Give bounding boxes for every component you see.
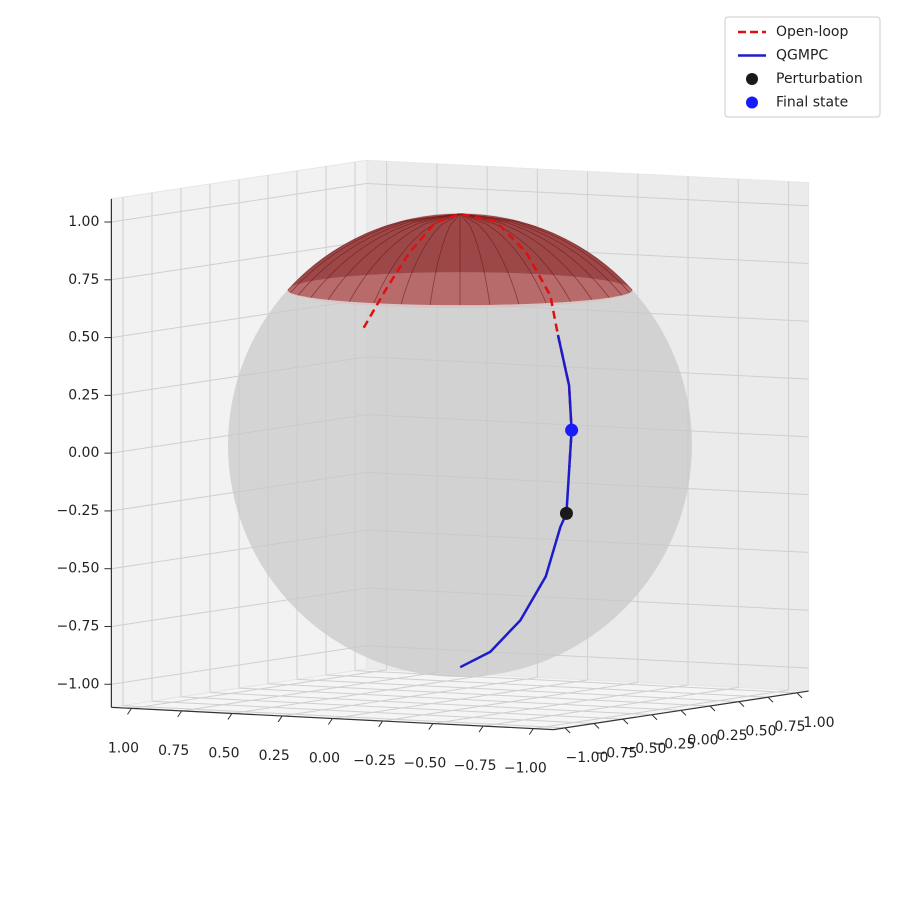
y-tick-label: −0.25	[653, 737, 696, 753]
x-tick-label: 0.50	[208, 745, 239, 761]
grid-line	[238, 687, 682, 711]
x-tick-label: 0.00	[309, 750, 340, 766]
legend-marker	[746, 73, 758, 85]
z-tick-label: 0.25	[68, 387, 99, 403]
legend-box	[724, 16, 881, 118]
x-tick	[528, 728, 534, 735]
cap-meridian	[459, 213, 547, 304]
legend-marker	[746, 96, 758, 109]
cap-meridian	[348, 213, 461, 302]
cap-meridian	[459, 213, 630, 294]
cap-meridian	[459, 213, 491, 305]
marker	[559, 506, 573, 520]
grid-line	[325, 674, 769, 698]
cap-meridian	[287, 213, 461, 291]
y-tick	[680, 709, 687, 716]
cap-meridian	[310, 213, 461, 298]
cap-meridian	[459, 213, 633, 291]
y-tick	[593, 723, 600, 729]
z-tick-label: 0.00	[68, 445, 99, 461]
z-tick-label: −0.50	[56, 561, 99, 577]
grid-line	[111, 183, 367, 223]
axis-line	[111, 706, 554, 731]
y-tick-label: 0.25	[716, 728, 747, 744]
y-tick	[796, 692, 803, 699]
legend-label: Perturbation	[776, 71, 863, 87]
y-tick	[767, 696, 774, 703]
y-tick	[738, 701, 745, 707]
cap-meridian	[297, 213, 461, 296]
grid-line	[296, 678, 740, 703]
x-tick-label: −1.00	[504, 761, 547, 777]
x-tick-label: −0.75	[454, 758, 497, 774]
grid-line	[180, 696, 624, 720]
z-tick-label: −0.25	[56, 503, 99, 519]
cap-meridian	[459, 213, 610, 298]
y-tick	[622, 718, 629, 725]
cap-meridian	[459, 213, 623, 296]
cap-meridian	[429, 213, 461, 305]
marker	[565, 423, 579, 437]
grid-line	[209, 691, 653, 716]
grid-line	[366, 183, 809, 207]
sphere	[228, 213, 692, 677]
x-tick	[327, 718, 333, 725]
grid-line	[111, 645, 367, 685]
y-tick	[651, 714, 658, 721]
z-tick-label: 0.50	[68, 330, 99, 346]
x-tick-label: −0.50	[403, 756, 446, 772]
cap-meridian	[290, 213, 461, 294]
x-tick-label: 1.00	[108, 740, 139, 756]
x-tick-label: −0.25	[353, 753, 396, 769]
y-tick-label: 0.00	[687, 732, 718, 748]
y-tick-label: −0.75	[595, 745, 638, 761]
cap-meridian	[327, 213, 461, 301]
x-tick	[277, 715, 283, 723]
y-tick-label: 0.75	[774, 719, 805, 735]
x-tick	[127, 708, 132, 715]
z-tick-label: 1.00	[68, 214, 99, 230]
z-tick-label: 0.75	[68, 272, 99, 288]
z-tick-label: −0.75	[56, 618, 99, 634]
cap-meridian	[400, 213, 461, 305]
grid-line	[151, 700, 595, 724]
x-tick-label: 0.75	[158, 743, 189, 759]
grid-line	[111, 240, 367, 281]
y-tick	[564, 727, 571, 734]
y-tick-label: 1.00	[803, 715, 834, 731]
x-tick	[478, 725, 484, 733]
legend: Open-loop QGMPC Perturbation Final state	[724, 16, 881, 118]
x-tick	[378, 720, 384, 728]
x-tick	[227, 713, 233, 720]
grid-line	[267, 683, 711, 707]
y-tick-label: −0.50	[624, 741, 667, 757]
legend-label: Open-loop	[776, 24, 848, 40]
cap-meridian	[459, 213, 593, 301]
cap-meridian	[459, 213, 520, 305]
x-tick	[428, 723, 434, 730]
z-tick-label: −1.00	[56, 676, 99, 692]
y-tick	[709, 705, 716, 712]
legend-label: Final state	[776, 95, 848, 111]
y-tick-label: 0.50	[745, 724, 776, 740]
y-tick-label: −1.00	[566, 750, 609, 766]
x-tick-label: 0.25	[259, 748, 290, 764]
cap-meridian	[459, 213, 572, 302]
axis-line	[553, 690, 809, 731]
cap-meridian	[373, 213, 461, 304]
trajectory	[459, 334, 573, 669]
grid-line	[122, 705, 566, 729]
x-tick	[177, 710, 183, 718]
plot	[228, 212, 692, 677]
legend-label: QGMPC	[776, 48, 828, 64]
